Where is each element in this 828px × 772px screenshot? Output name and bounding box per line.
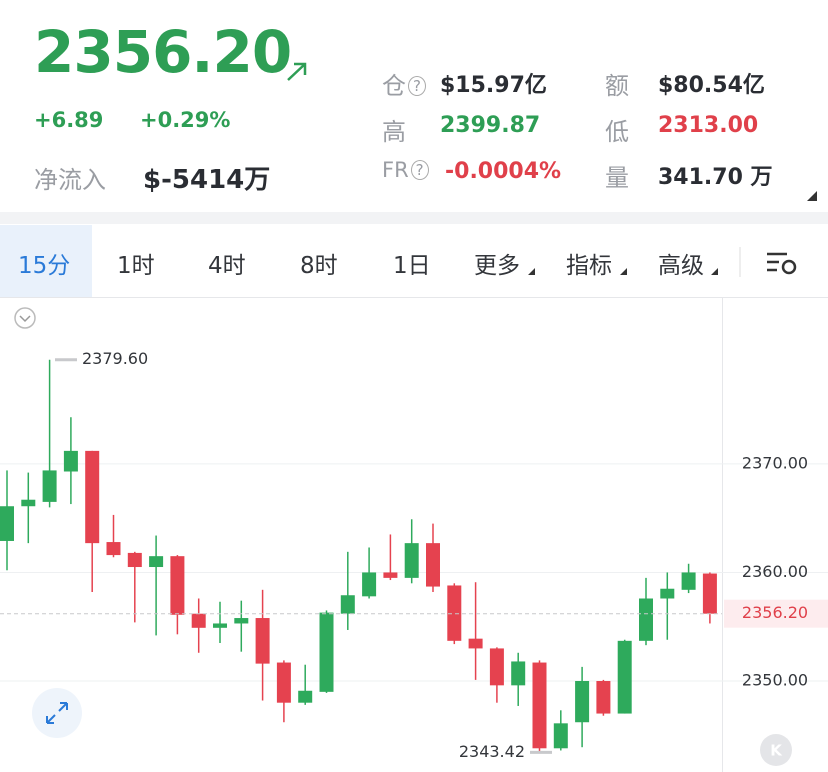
candle-body xyxy=(383,572,398,578)
last-price-bg xyxy=(724,599,828,628)
tab-decor xyxy=(0,247,828,298)
candle-body xyxy=(42,470,57,502)
candle-body xyxy=(447,585,462,641)
change: +6.89 xyxy=(34,108,104,132)
candle-body xyxy=(106,542,121,556)
candle-body xyxy=(340,595,355,614)
y-tick-label: 2360.00 xyxy=(742,562,808,581)
stat-label: 额 xyxy=(605,72,629,100)
net-flow-label: 净流入 xyxy=(34,166,106,194)
candle-body xyxy=(511,661,526,686)
candle-body xyxy=(639,598,653,641)
candle-body xyxy=(702,573,717,614)
net-flow: $-5414万 xyxy=(143,165,271,195)
tab[interactable]: 8时 xyxy=(300,253,338,279)
max-marker-label: 2379.60 xyxy=(82,349,148,368)
candle-body xyxy=(0,506,14,541)
tab[interactable]: 15分 xyxy=(18,253,71,279)
min-marker-label: 2343.42 xyxy=(459,742,525,761)
candle-body xyxy=(362,572,377,597)
stat-label: 仓? xyxy=(382,66,426,101)
y-tick-label: 2370.00 xyxy=(742,453,808,472)
candle-body xyxy=(234,618,249,624)
candle-body xyxy=(63,450,78,472)
tab[interactable]: 1时 xyxy=(117,253,155,279)
stat-value: 2313.00 xyxy=(658,113,759,138)
tab[interactable]: 4时 xyxy=(208,253,246,279)
candle-body xyxy=(255,618,270,664)
y-tick-label: 2350.00 xyxy=(742,670,808,689)
tab[interactable]: 1日 xyxy=(393,253,431,279)
tab[interactable]: 高级 xyxy=(658,253,704,279)
last-price-label: 2356.20 xyxy=(742,603,808,622)
stat-value: $80.54亿 xyxy=(658,73,765,98)
candle-body xyxy=(617,640,632,714)
stat-label: 量 xyxy=(605,164,629,192)
candle-body xyxy=(660,588,675,599)
candle-body xyxy=(127,552,142,568)
candle-body xyxy=(575,680,590,723)
candle-body xyxy=(319,612,334,692)
trend-arrow xyxy=(287,62,307,81)
candle-body xyxy=(532,662,547,749)
stat-value: 341.70 万 xyxy=(658,165,773,190)
candle-body xyxy=(681,572,696,590)
candle-body xyxy=(596,680,611,714)
stat-label: FR? xyxy=(382,158,429,182)
tab[interactable]: 指标 xyxy=(566,253,612,279)
candle-body xyxy=(149,556,164,568)
candle-body xyxy=(276,662,291,703)
separator xyxy=(0,212,828,224)
candle-body xyxy=(468,638,483,649)
change-pct: +0.29% xyxy=(140,108,231,132)
tab-active-bg xyxy=(0,225,92,297)
price: 2356.20 xyxy=(34,18,292,86)
candle-body xyxy=(21,499,36,507)
stat-label: 高 xyxy=(382,118,406,146)
chart: K 2350.00 2360.00 2370.00 2356.20 2379.60 234… xyxy=(0,298,828,772)
tab[interactable]: 更多 xyxy=(474,253,520,279)
candle-body xyxy=(191,613,206,628)
candle-body xyxy=(404,543,419,578)
candle-body xyxy=(213,623,227,628)
stat-value: $15.97亿 xyxy=(440,73,547,98)
candle-body xyxy=(553,723,568,749)
expand-triangle[interactable] xyxy=(806,190,818,202)
candle-body xyxy=(298,690,313,703)
candle-body xyxy=(489,648,504,686)
stat-value: 2399.87 xyxy=(440,113,541,138)
candle-body xyxy=(170,556,185,615)
candle-body xyxy=(426,543,440,587)
candle-body xyxy=(85,450,100,544)
svg-text:K: K xyxy=(770,742,783,760)
stat-value: -0.0004% xyxy=(445,159,562,184)
stat-label: 低 xyxy=(605,118,629,146)
